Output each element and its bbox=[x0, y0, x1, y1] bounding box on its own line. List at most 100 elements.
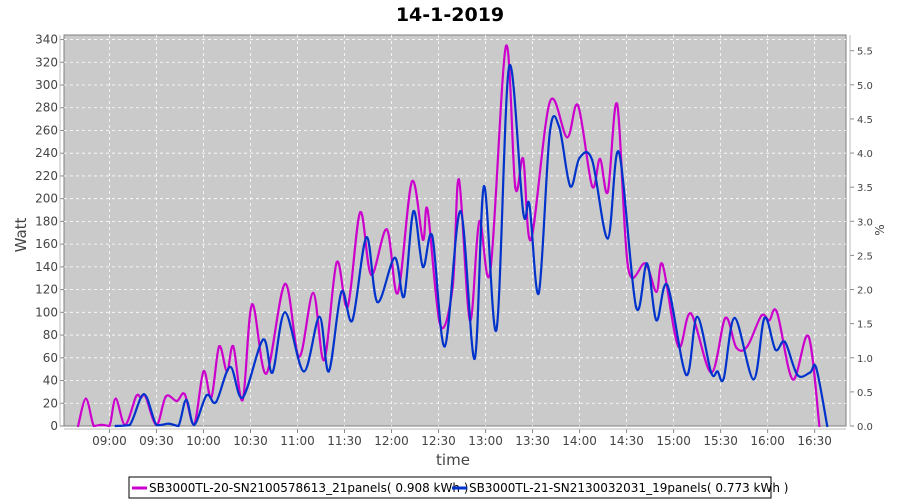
legend: SB3000TL-20-SN2100578613_21panels( 0.908… bbox=[128, 476, 788, 499]
data-point bbox=[365, 236, 368, 239]
data-point bbox=[634, 305, 638, 308]
data-point bbox=[76, 424, 80, 428]
data-point bbox=[617, 150, 620, 154]
x-tick-label: 14:00 bbox=[562, 434, 597, 448]
data-point bbox=[376, 300, 379, 304]
data-point bbox=[175, 399, 178, 403]
data-point bbox=[443, 345, 446, 348]
data-point bbox=[522, 211, 525, 214]
data-point bbox=[421, 238, 425, 241]
data-point bbox=[114, 397, 117, 400]
data-point bbox=[134, 395, 138, 398]
data-point bbox=[250, 303, 254, 306]
y2-tick-label: 5.5 bbox=[857, 47, 873, 58]
data-point bbox=[457, 178, 461, 181]
chart-title: 14-1-2019 bbox=[396, 4, 504, 26]
data-point bbox=[185, 398, 188, 402]
data-point bbox=[578, 156, 581, 159]
y-tick-label: 100 bbox=[35, 305, 58, 319]
x-tick-label: 15:00 bbox=[656, 434, 691, 448]
y-tick-label: 200 bbox=[35, 192, 58, 206]
data-point bbox=[385, 228, 388, 231]
data-point bbox=[722, 377, 725, 380]
y2-tick-label: 4.0 bbox=[857, 149, 873, 160]
y2-tick-label: 5.0 bbox=[857, 81, 873, 92]
data-point bbox=[716, 370, 719, 373]
y2-tick-label: 2.5 bbox=[857, 251, 873, 262]
y2-tick-label: 3.0 bbox=[857, 217, 873, 228]
x-tick-label: 13:00 bbox=[468, 434, 503, 448]
y2-axis: 0.0 0.5 1.0 1.5 2.0 2.5 3.0 3.5 4.0 4.5 5.0 5.5 bbox=[849, 35, 873, 433]
data-point bbox=[528, 203, 531, 206]
data-point bbox=[666, 283, 669, 287]
x-tick-label: 15:30 bbox=[703, 434, 738, 448]
data-point bbox=[241, 396, 244, 399]
y2-tick-label: 2.0 bbox=[857, 286, 873, 297]
data-point bbox=[205, 394, 208, 397]
data-point bbox=[606, 190, 609, 194]
data-point bbox=[396, 291, 399, 295]
series-1 bbox=[76, 44, 821, 428]
data-point bbox=[616, 103, 619, 106]
x-tick-label: 10:30 bbox=[233, 434, 268, 448]
x-tick-label: 09:00 bbox=[92, 434, 127, 448]
data-point bbox=[100, 423, 103, 427]
data-point bbox=[791, 378, 794, 381]
data-point bbox=[695, 315, 699, 319]
data-point bbox=[155, 423, 158, 427]
data-point bbox=[590, 185, 594, 188]
data-point bbox=[412, 210, 415, 213]
data-point bbox=[192, 423, 196, 427]
data-point bbox=[402, 295, 406, 298]
y2-tick-label: 3.5 bbox=[857, 183, 873, 194]
x-tick-label: 12:00 bbox=[374, 434, 409, 448]
x-tick-label: 16:30 bbox=[797, 434, 832, 448]
y-tick-label: 80 bbox=[43, 328, 58, 342]
data-point bbox=[283, 311, 287, 314]
data-point bbox=[537, 291, 540, 295]
data-point bbox=[482, 185, 486, 188]
data-point bbox=[569, 185, 572, 188]
data-point bbox=[763, 316, 766, 320]
data-point bbox=[826, 424, 829, 428]
data-point bbox=[746, 345, 749, 348]
x-tick-label: 12:30 bbox=[421, 434, 456, 448]
data-point bbox=[774, 348, 777, 351]
data-point bbox=[504, 45, 508, 48]
data-point bbox=[645, 262, 649, 265]
y2-axis-label: % bbox=[873, 224, 887, 235]
y2-tick-label: 0.0 bbox=[857, 422, 873, 433]
data-point bbox=[340, 290, 343, 294]
y-tick-label: 300 bbox=[35, 78, 58, 92]
y-axis-label: Watt bbox=[12, 217, 30, 252]
data-point bbox=[655, 290, 658, 294]
series-2 bbox=[114, 63, 829, 428]
y-tick-label: 160 bbox=[35, 237, 58, 251]
data-point bbox=[473, 357, 476, 361]
x-tick-label: 10:00 bbox=[186, 434, 221, 448]
data-point bbox=[312, 291, 315, 295]
y2-tick-label: 1.0 bbox=[857, 354, 873, 365]
data-point bbox=[514, 186, 517, 189]
data-point bbox=[818, 424, 821, 428]
data-point bbox=[177, 424, 180, 428]
data-point bbox=[318, 315, 321, 319]
data-point bbox=[796, 373, 799, 377]
x-tick-label: 09:30 bbox=[139, 434, 174, 448]
data-point bbox=[271, 371, 274, 374]
y-axis: 0 20 40 60 80 100 120 140 160 180 200 220 240 260 280 3… bbox=[35, 33, 64, 433]
data-point bbox=[606, 237, 609, 240]
series-lines bbox=[76, 44, 829, 428]
y-tick-label: 340 bbox=[35, 33, 58, 47]
data-point bbox=[808, 371, 812, 374]
data-point bbox=[548, 100, 551, 104]
y2-tick-label: 1.5 bbox=[857, 320, 873, 331]
data-point bbox=[590, 158, 594, 162]
y-tick-label: 0 bbox=[50, 419, 58, 433]
data-point bbox=[261, 338, 265, 341]
data-point bbox=[495, 328, 498, 331]
y-tick-label: 140 bbox=[35, 260, 58, 274]
data-point bbox=[241, 398, 244, 402]
data-point bbox=[327, 370, 330, 373]
data-point bbox=[84, 397, 88, 400]
